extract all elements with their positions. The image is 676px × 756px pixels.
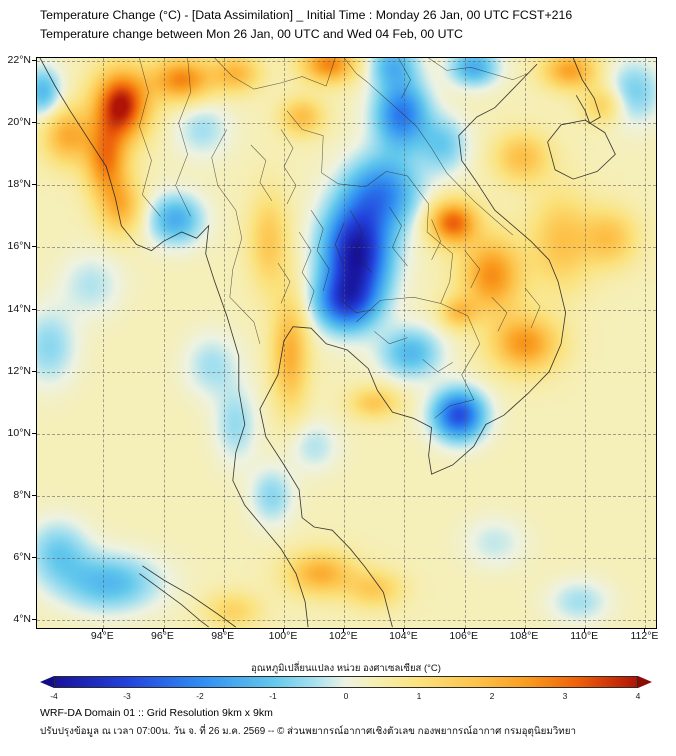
colorbar-left-arrow — [40, 676, 54, 688]
y-axis-tick-label: 16°N — [7, 240, 31, 253]
colorbar-tick-label: -1 — [269, 691, 277, 701]
temperature-field-canvas — [37, 58, 656, 628]
x-axis-tick-mark — [222, 628, 224, 632]
y-axis-tick-label: 4°N — [13, 613, 31, 626]
x-axis-tick-mark — [162, 628, 164, 632]
x-axis-tick-label: 104°E — [389, 630, 418, 642]
x-axis-tick-mark — [523, 628, 525, 632]
y-axis-tick-label: 10°N — [7, 426, 31, 439]
colorbar-tick-label: -4 — [50, 691, 58, 701]
x-axis-tick-label: 112°E — [630, 630, 659, 642]
colorbar-tick-label: -2 — [196, 691, 204, 701]
colorbar-tick-label: 1 — [416, 691, 422, 701]
y-axis-tick-mark — [32, 122, 36, 124]
footer-model-info: WRF-DA Domain 01 :: Grid Resolution 9km … — [40, 707, 273, 719]
colorbar-tick-label: -3 — [123, 691, 131, 701]
colorbar-gradient — [54, 676, 638, 688]
x-axis-tick-label: 108°E — [509, 630, 539, 642]
colorbar-tick-label: 2 — [489, 691, 495, 701]
y-axis-tick-mark — [32, 432, 36, 434]
colorbar-tick-label: 0 — [343, 691, 349, 701]
y-axis-tick-label: 12°N — [7, 364, 31, 377]
x-axis-tick-label: 100°E — [268, 630, 298, 642]
y-axis-tick-label: 8°N — [13, 488, 31, 501]
y-axis-tick-label: 14°N — [7, 302, 31, 315]
y-axis-tick-label: 22°N — [7, 54, 31, 67]
footer-thai-credit: ปรับปรุงข้อมูล ณ เวลา 07:00น. วัน จ. ที่… — [40, 726, 577, 737]
x-axis-tick-label: 106°E — [449, 630, 479, 642]
y-axis-tick-mark — [32, 308, 36, 310]
x-axis-tick-mark — [282, 628, 284, 632]
map-panel — [36, 57, 657, 629]
y-axis-tick-mark — [32, 184, 36, 186]
colorbar — [40, 676, 652, 688]
x-axis-tick-label: 96°E — [151, 630, 174, 642]
chart-title-line2: Temperature change between Mon 26 Jan, 0… — [40, 27, 463, 41]
y-axis-tick-mark — [32, 246, 36, 248]
x-axis-tick-mark — [343, 628, 345, 632]
y-axis-tick-mark — [32, 494, 36, 496]
x-axis-tick-mark — [463, 628, 465, 632]
y-axis-tick-mark — [32, 619, 36, 621]
colorbar-right-arrow — [638, 676, 652, 688]
y-axis-tick-mark — [32, 370, 36, 372]
x-axis-tick-label: 102°E — [328, 630, 358, 642]
colorbar-tick-label: 3 — [562, 691, 568, 701]
x-axis-tick-mark — [403, 628, 405, 632]
x-axis-tick-label: 94°E — [90, 630, 114, 642]
chart-title-line1: Temperature Change (°C) - [Data Assimila… — [40, 8, 573, 22]
x-axis-tick-label: 110°E — [570, 630, 599, 642]
y-axis-tick-label: 18°N — [7, 178, 31, 191]
colorbar-label: อุณหภูมิเปลี่ยนแปลง หน่วย องศาเซลเซียส (… — [251, 663, 441, 674]
y-axis-tick-mark — [32, 557, 36, 559]
y-axis-tick-mark — [32, 60, 36, 62]
x-axis-tick-mark — [584, 628, 586, 632]
x-axis-tick-label: 98°E — [211, 630, 235, 642]
x-axis-tick-mark — [102, 628, 104, 632]
y-axis-tick-label: 20°N — [7, 116, 31, 129]
x-axis-tick-mark — [644, 628, 646, 632]
colorbar-tick-label: 4 — [635, 691, 641, 701]
y-axis-tick-label: 6°N — [13, 551, 31, 564]
